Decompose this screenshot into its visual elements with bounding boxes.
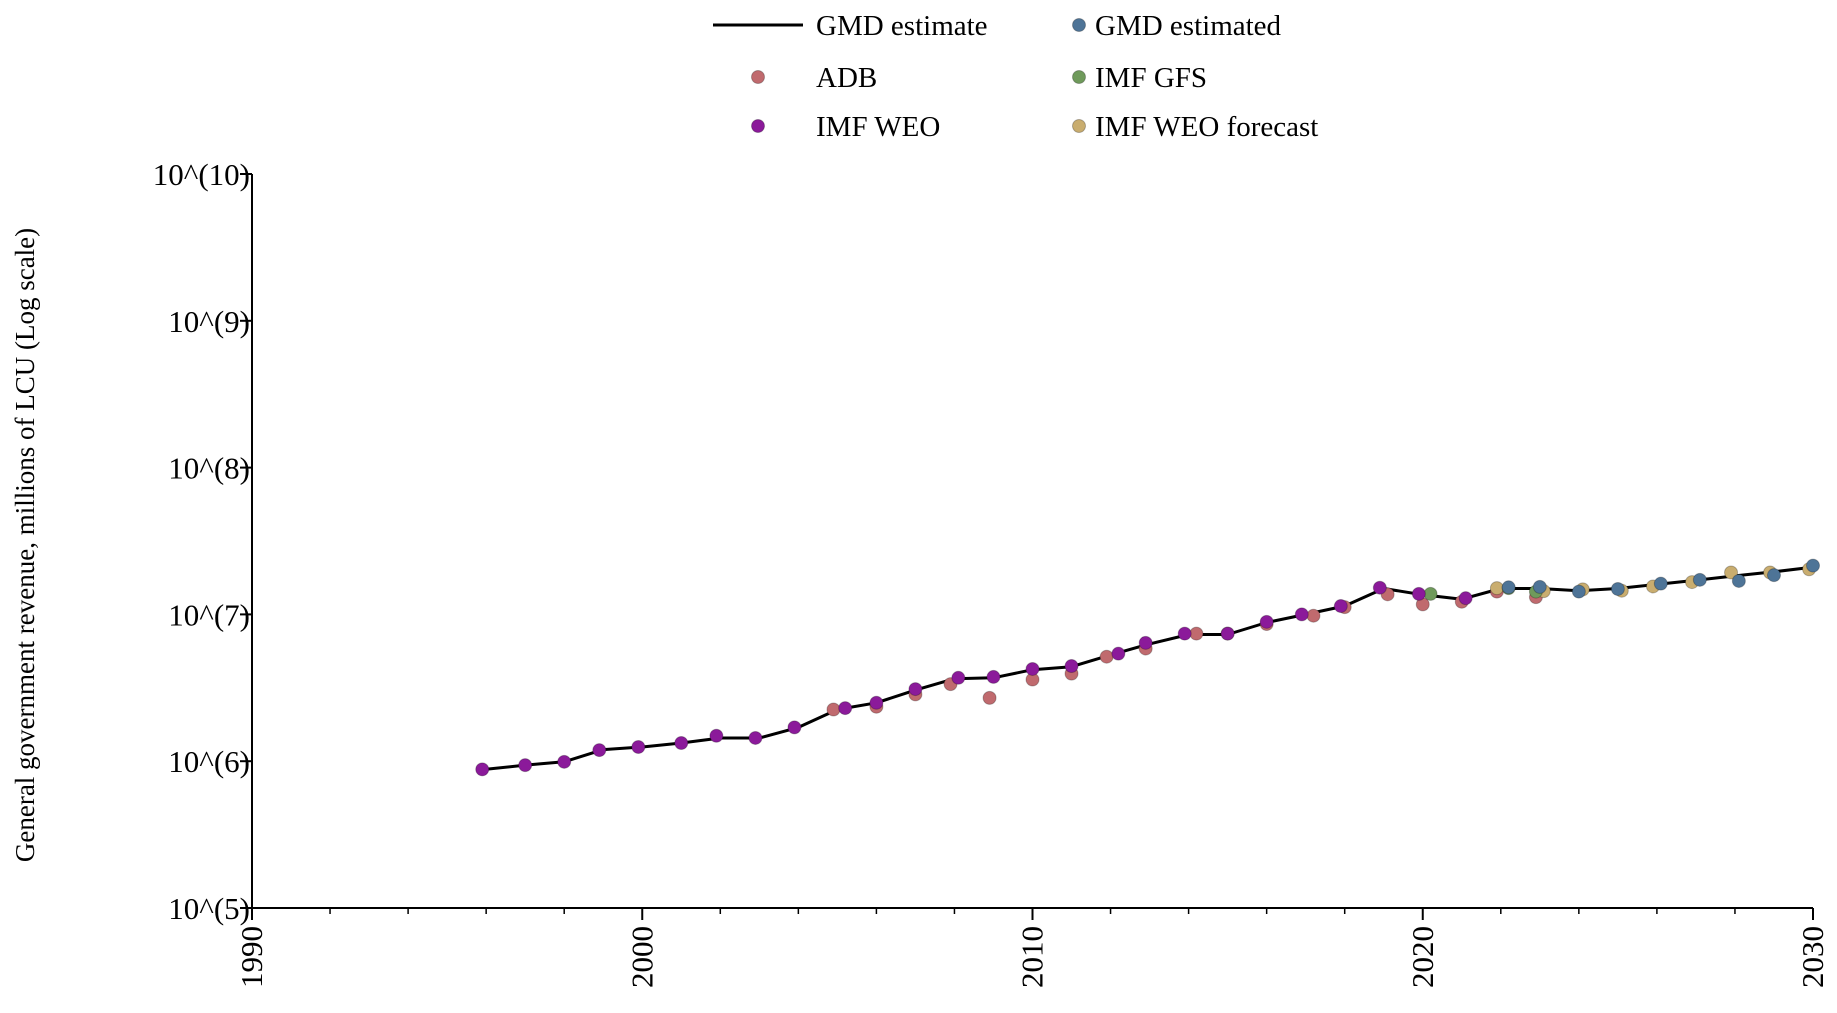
y-tick-label: 10^(5) <box>168 891 250 926</box>
imf-weo-point <box>1294 607 1309 622</box>
gmd-estimated-point <box>1731 573 1746 588</box>
imf-weo-point <box>787 720 802 735</box>
gmd-estimated-point <box>1653 576 1668 591</box>
gmd-estimated-point <box>1501 580 1516 595</box>
adb-point <box>1306 608 1321 623</box>
gmd-estimated-point <box>1532 579 1547 594</box>
imf-weo-point <box>838 701 853 716</box>
imf-weo-point <box>986 669 1001 684</box>
legend-marker-swatch <box>1072 18 1086 32</box>
axes: 1990 2000 2010 2020 2030 10^(5) 10^(6) 10^(7) 10… <box>153 157 1830 988</box>
legend-label: IMF WEO forecast <box>1095 111 1318 143</box>
gmd-estimated-point <box>1610 581 1625 596</box>
y-tick-label: 10^(7) <box>168 597 250 632</box>
legend-label: ADB <box>816 62 877 94</box>
imf-weo-point <box>1138 635 1153 650</box>
imf-weo-point <box>631 739 646 754</box>
imf-weo-forecast-point <box>1489 581 1504 596</box>
imf-weo-point <box>1025 661 1040 676</box>
imf-weo-point <box>674 736 689 751</box>
plot-area <box>475 558 1820 777</box>
imf-weo-point <box>1220 626 1235 641</box>
imf-gfs-point <box>1423 586 1438 601</box>
legend-label: GMD estimated <box>1095 10 1282 42</box>
y-tick-label: 10^(8) <box>168 451 250 486</box>
legend-label: GMD estimate <box>816 10 988 42</box>
legend-label: IMF WEO <box>816 111 940 143</box>
legend-marker-swatch <box>1072 119 1086 133</box>
imf-weo-point <box>1064 659 1079 674</box>
x-tick-label: 2020 <box>1405 926 1440 988</box>
imf-weo-point <box>1411 586 1426 601</box>
x-tick-label: 2000 <box>624 926 659 988</box>
y-tick-label: 10^(10) <box>153 157 250 192</box>
imf-weo-point <box>748 730 763 745</box>
imf-weo-point <box>1333 599 1348 614</box>
imf-weo-point <box>908 682 923 697</box>
y-axis-label: General government revenue, millions of … <box>10 228 40 862</box>
imf-weo-point <box>1372 580 1387 595</box>
x-tick-label: 2010 <box>1015 926 1050 988</box>
adb-point <box>982 690 997 705</box>
imf-weo-forecast-point <box>1724 565 1739 580</box>
x-tick-label: 1990 <box>234 926 269 988</box>
y-tick-label: 10^(6) <box>168 744 250 779</box>
legend-marker-swatch <box>1072 70 1086 84</box>
imf-weo-point <box>951 670 966 685</box>
imf-weo-point <box>869 695 884 710</box>
imf-weo-point <box>475 762 490 777</box>
y-tick-label: 10^(9) <box>168 304 250 339</box>
adb-point <box>826 702 841 717</box>
imf-weo-point <box>1111 646 1126 661</box>
gmd-estimated-point <box>1766 568 1781 583</box>
imf-weo-point <box>557 754 572 769</box>
gmd-estimated-point <box>1692 572 1707 587</box>
imf-weo-point <box>1458 591 1473 606</box>
x-tick-label: 2030 <box>1795 926 1830 988</box>
legend-marker-swatch <box>751 70 765 84</box>
imf-weo-point <box>518 758 533 773</box>
imf-weo-point <box>709 728 724 743</box>
imf-weo-point <box>592 743 607 758</box>
adb-point <box>1189 626 1204 641</box>
imf-weo-point <box>1177 626 1192 641</box>
imf-weo-point <box>1259 614 1274 629</box>
legend: GMD estimate GMD estimated ADB IMF GFS IMF W… <box>713 10 1318 143</box>
legend-label: IMF GFS <box>1095 62 1207 94</box>
legend-marker-swatch <box>751 119 765 133</box>
gmd-estimated-point <box>1806 558 1820 573</box>
adb-point <box>1099 649 1114 664</box>
gmd-estimated-point <box>1571 584 1586 599</box>
